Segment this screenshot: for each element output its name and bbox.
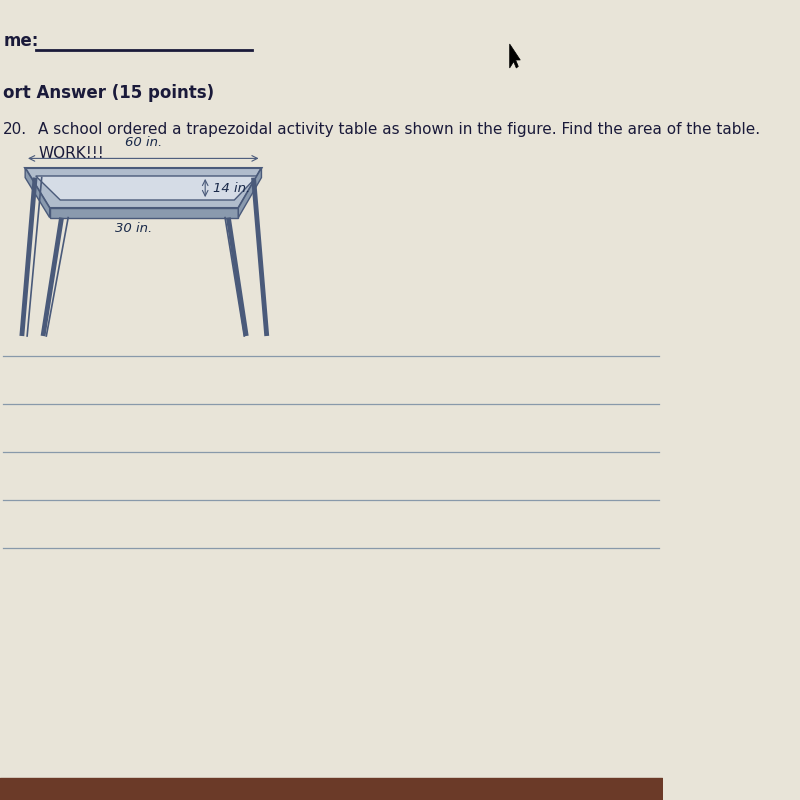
- Polygon shape: [36, 176, 258, 200]
- Text: A school ordered a trapezoidal activity table as shown in the figure. Find the a: A school ordered a trapezoidal activity …: [38, 122, 761, 137]
- Polygon shape: [50, 208, 238, 218]
- Text: 30 in.: 30 in.: [115, 222, 153, 234]
- Polygon shape: [238, 168, 262, 218]
- Polygon shape: [510, 44, 520, 68]
- Text: ort Answer (15 points): ort Answer (15 points): [3, 84, 214, 102]
- Polygon shape: [25, 168, 262, 208]
- Text: WORK!!!: WORK!!!: [38, 146, 104, 161]
- Text: 60 in.: 60 in.: [125, 136, 162, 149]
- Polygon shape: [25, 168, 50, 218]
- Text: 20.: 20.: [3, 122, 27, 137]
- Text: me:: me:: [3, 32, 38, 50]
- Text: 14 in.: 14 in.: [213, 182, 250, 194]
